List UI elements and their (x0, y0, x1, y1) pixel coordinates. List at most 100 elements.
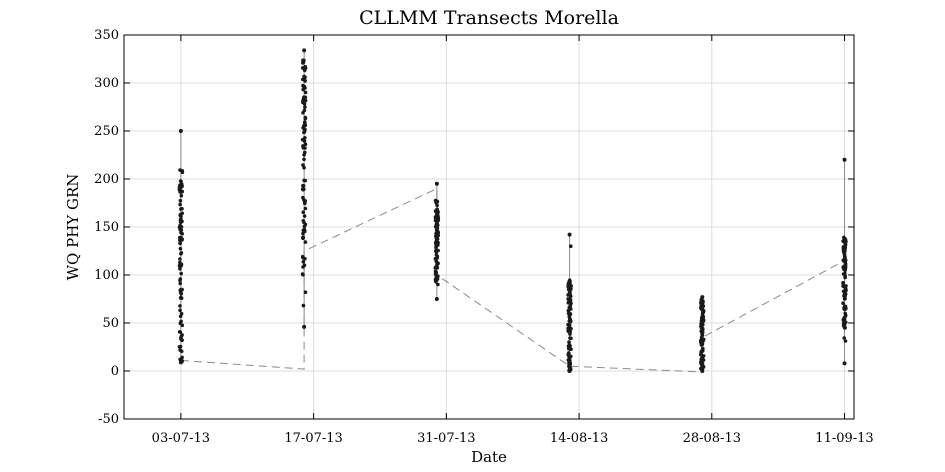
x-axis-label: Date (471, 448, 507, 466)
data-point (844, 288, 848, 293)
data-point (180, 211, 184, 216)
data-point-max (178, 129, 183, 133)
data-point (569, 244, 573, 248)
data-point-min (178, 360, 183, 365)
data-point (843, 268, 847, 273)
data-point (568, 344, 572, 348)
data-point (436, 215, 441, 220)
data-point (180, 355, 184, 360)
data-point-max (567, 232, 572, 237)
data-point-max (842, 157, 847, 162)
data-point (303, 142, 308, 147)
data-point (842, 323, 847, 327)
data-point (435, 207, 439, 212)
data-point (303, 240, 308, 244)
y-tick-label: 150 (94, 220, 119, 235)
data-point (301, 60, 306, 65)
chart-title: CLLMM Transects Morella (359, 7, 619, 29)
data-point (178, 267, 182, 271)
x-tick-label: 11-09-13 (815, 431, 873, 446)
data-point (566, 329, 571, 334)
data-point (177, 186, 182, 191)
data-point (434, 245, 438, 250)
data-point (301, 235, 305, 239)
series (177, 48, 848, 373)
data-point (700, 333, 705, 338)
data-point (177, 345, 182, 349)
data-point (842, 284, 847, 288)
data-point (842, 293, 846, 298)
data-point (699, 329, 703, 334)
data-point (178, 246, 183, 251)
data-point (569, 336, 573, 341)
data-point (843, 307, 847, 312)
data-point (302, 102, 307, 106)
data-point (302, 165, 306, 170)
data-point (843, 311, 847, 316)
data-point (179, 271, 183, 276)
data-point (841, 245, 846, 249)
data-point (303, 290, 308, 295)
y-tick-label: 200 (94, 172, 119, 187)
data-point (567, 358, 571, 363)
data-point (841, 301, 845, 306)
data-point-min (842, 361, 847, 366)
data-point (568, 332, 572, 336)
data-point (303, 105, 307, 109)
transect-points (566, 232, 573, 373)
data-point (301, 260, 306, 264)
data-point-min (434, 297, 439, 301)
data-point (179, 225, 184, 229)
data-point (178, 278, 182, 283)
data-point (303, 150, 307, 155)
data-point (301, 183, 305, 188)
grid (124, 34, 854, 420)
data-point (435, 221, 439, 226)
data-point (841, 265, 845, 270)
data-point (843, 339, 848, 343)
data-point (301, 210, 306, 214)
data-point (303, 201, 307, 206)
data-point (302, 74, 306, 79)
data-point (178, 235, 182, 240)
data-point (843, 320, 848, 325)
x-tick-label: 14-08-13 (550, 431, 608, 446)
data-point (302, 224, 307, 229)
y-tick-label: 0 (111, 364, 119, 379)
transect-points (699, 295, 706, 373)
data-point (179, 264, 183, 268)
data-point-max (302, 48, 307, 53)
data-point (568, 294, 573, 299)
data-point (435, 226, 440, 231)
x-tick-label: 28-08-13 (683, 431, 741, 446)
data-point (301, 272, 305, 277)
x-tick-label: 31-07-13 (417, 431, 475, 446)
data-point (842, 317, 847, 321)
data-point (178, 321, 183, 326)
x-tick-label: 03-07-13 (152, 431, 210, 446)
data-point (178, 179, 183, 183)
data-point (177, 330, 182, 334)
y-tick-label: 350 (94, 28, 119, 43)
data-point (842, 297, 847, 301)
data-point (178, 296, 183, 300)
data-point (842, 336, 846, 340)
data-point (434, 248, 439, 253)
data-point (303, 64, 308, 69)
y-tick-label: -50 (98, 412, 119, 427)
data-point (301, 126, 305, 130)
data-point (434, 231, 438, 236)
data-point (301, 87, 306, 92)
data-point (301, 77, 305, 82)
data-point (302, 178, 306, 183)
data-point (178, 257, 182, 261)
data-point (433, 269, 438, 274)
data-point (435, 199, 440, 204)
data-point (568, 299, 572, 304)
data-point (567, 278, 572, 283)
data-point (567, 291, 572, 296)
data-point (436, 241, 440, 245)
data-point (699, 326, 704, 330)
data-point (843, 236, 847, 241)
